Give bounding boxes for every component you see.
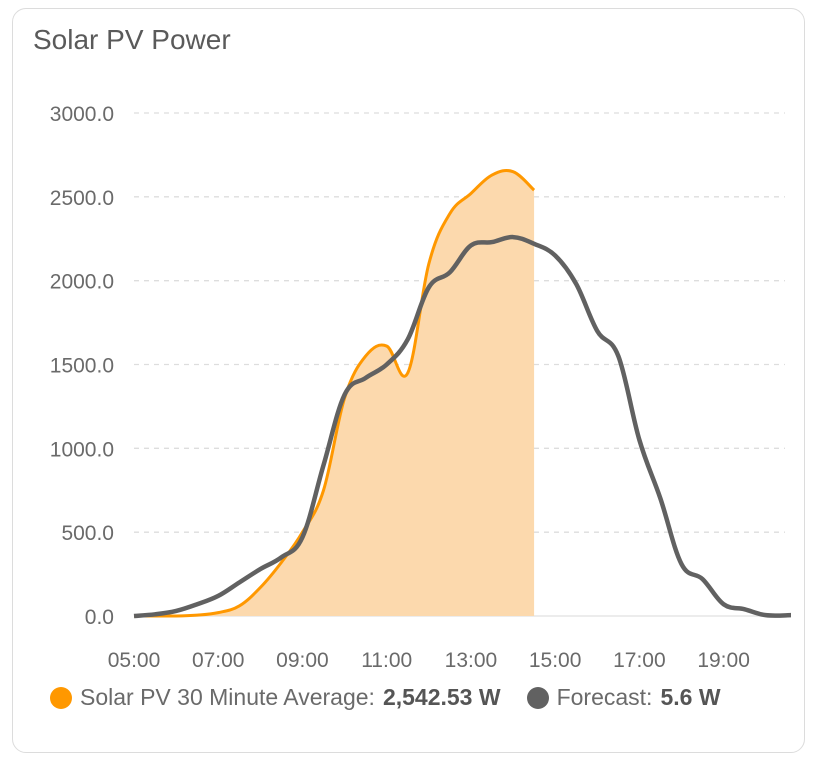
x-tick-label: 17:00: [613, 649, 666, 672]
y-tick-label: 0.0: [85, 606, 114, 629]
legend-forecast-value: 5.6 W: [660, 684, 721, 710]
x-tick-label: 13:00: [445, 649, 498, 672]
y-tick-label: 2000.0: [50, 271, 114, 294]
x-tick-label: 07:00: [192, 649, 245, 672]
solar-pv-legend-dot: [50, 686, 72, 709]
legend-item-solar-pv[interactable]: Solar PV 30 Minute Average: 2,542.53 W: [50, 684, 501, 711]
x-tick-label: 15:00: [529, 649, 582, 672]
x-tick-label: 19:00: [697, 649, 750, 672]
forecast-line: [133, 234, 792, 619]
y-tick-label: 500.0: [61, 522, 114, 545]
legend-solar-pv-label: Solar PV 30 Minute Average:: [80, 684, 375, 710]
forecast-legend-dot: [526, 686, 549, 709]
legend-item-forecast[interactable]: Forecast: 5.6 W: [526, 684, 721, 711]
chart-legend: Solar PV 30 Minute Average: 2,542.53 W F…: [50, 684, 770, 711]
legend-solar-pv-value: 2,542.53 W: [382, 684, 501, 710]
card-title: Solar PV Power: [33, 24, 231, 55]
legend-forecast-label: Forecast:: [556, 684, 653, 710]
x-tick-label: 11:00: [361, 649, 412, 672]
x-tick-label: 09:00: [276, 649, 329, 672]
y-tick-label: 3000.0: [50, 103, 114, 126]
x-tick-label: 05:00: [108, 649, 161, 672]
y-tick-label: 1500.0: [50, 355, 114, 378]
solar-pv-area: [134, 170, 535, 617]
y-tick-label: 2500.0: [50, 187, 114, 210]
y-tick-label: 1000.0: [50, 438, 114, 461]
